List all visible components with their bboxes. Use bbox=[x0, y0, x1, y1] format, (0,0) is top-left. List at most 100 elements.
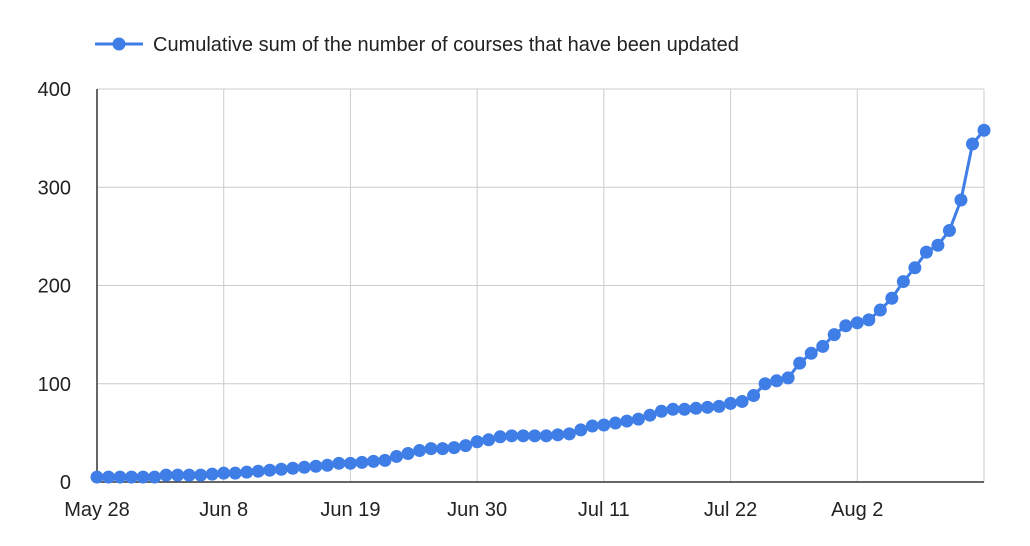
data-point bbox=[228, 466, 242, 480]
data-point bbox=[516, 429, 530, 443]
data-point bbox=[205, 467, 219, 481]
data-point bbox=[827, 328, 841, 342]
data-point bbox=[413, 444, 427, 458]
data-point bbox=[954, 193, 968, 207]
data-point bbox=[125, 470, 139, 484]
data-point bbox=[343, 456, 357, 470]
y-tick-label: 200 bbox=[38, 276, 71, 298]
data-point bbox=[942, 223, 956, 237]
data-point bbox=[770, 374, 784, 388]
series-layer bbox=[90, 123, 991, 484]
data-point bbox=[747, 389, 761, 403]
data-point bbox=[712, 399, 726, 413]
tick-labels: 0 100 200 300 400 May 28 Jun 8 Jun 19 Jun 30 Jul … bbox=[38, 79, 884, 521]
y-tick-label: 400 bbox=[38, 79, 71, 101]
data-point bbox=[459, 439, 473, 453]
data-point bbox=[482, 433, 496, 447]
data-point bbox=[931, 238, 945, 252]
data-point bbox=[758, 377, 772, 391]
data-point bbox=[90, 470, 104, 484]
data-point bbox=[297, 460, 311, 474]
data-point bbox=[620, 414, 634, 428]
data-point bbox=[643, 408, 657, 422]
data-point bbox=[666, 402, 680, 416]
data-point bbox=[159, 468, 173, 482]
data-point bbox=[136, 470, 150, 484]
legend: Cumulative sum of the number of courses … bbox=[95, 34, 739, 56]
legend-label: Cumulative sum of the number of courses … bbox=[153, 34, 739, 56]
data-point bbox=[873, 303, 887, 317]
data-point bbox=[447, 441, 461, 455]
data-point bbox=[217, 466, 231, 480]
x-tick-label: Aug 2 bbox=[831, 499, 883, 521]
data-point bbox=[908, 261, 922, 275]
data-point bbox=[539, 429, 553, 443]
data-point bbox=[528, 429, 542, 443]
data-point bbox=[677, 402, 691, 416]
data-point bbox=[597, 418, 611, 432]
data-point bbox=[355, 455, 369, 469]
data-point bbox=[585, 419, 599, 433]
data-point bbox=[804, 346, 818, 360]
data-point bbox=[793, 356, 807, 370]
axes bbox=[96, 89, 984, 483]
data-point bbox=[320, 458, 334, 472]
x-tick-label: Jun 30 bbox=[447, 499, 507, 521]
data-point bbox=[919, 245, 933, 259]
data-point bbox=[286, 461, 300, 475]
data-point bbox=[608, 416, 622, 430]
data-point bbox=[148, 470, 162, 484]
grid bbox=[97, 88, 985, 482]
data-point bbox=[194, 468, 208, 482]
data-point bbox=[332, 456, 346, 470]
x-tick-label: Jun 19 bbox=[320, 499, 380, 521]
data-point bbox=[390, 449, 404, 463]
data-point bbox=[896, 275, 910, 289]
data-point bbox=[366, 454, 380, 468]
data-point bbox=[654, 404, 668, 418]
data-point bbox=[171, 468, 185, 482]
data-point bbox=[436, 442, 450, 456]
data-point bbox=[263, 463, 277, 477]
data-point bbox=[562, 427, 576, 441]
data-point bbox=[113, 470, 127, 484]
data-point bbox=[885, 291, 899, 305]
series-line bbox=[97, 129, 986, 479]
x-tick-label: Jun 8 bbox=[199, 499, 248, 521]
data-point bbox=[274, 462, 288, 476]
data-point bbox=[424, 442, 438, 456]
data-point bbox=[701, 400, 715, 414]
data-point bbox=[977, 123, 991, 137]
data-point bbox=[505, 429, 519, 443]
data-point bbox=[401, 447, 415, 461]
data-point bbox=[574, 423, 588, 437]
data-point bbox=[850, 316, 864, 330]
data-point bbox=[309, 459, 323, 473]
data-point bbox=[493, 430, 507, 444]
data-point bbox=[378, 453, 392, 467]
data-point bbox=[965, 137, 979, 151]
y-tick-label: 100 bbox=[38, 374, 71, 396]
legend-marker-swatch bbox=[112, 37, 126, 51]
data-point bbox=[102, 470, 116, 484]
x-tick-label: May 28 bbox=[64, 499, 130, 521]
data-point bbox=[839, 319, 853, 333]
y-tick-label: 0 bbox=[60, 472, 71, 494]
data-point bbox=[816, 339, 830, 353]
data-point bbox=[735, 394, 749, 408]
x-tick-label: Jul 11 bbox=[578, 499, 630, 521]
data-point bbox=[240, 465, 254, 479]
data-point bbox=[862, 313, 876, 327]
data-point bbox=[689, 401, 703, 415]
x-tick-label: Jul 22 bbox=[704, 499, 757, 521]
data-point bbox=[724, 396, 738, 410]
data-point bbox=[551, 428, 565, 442]
data-point bbox=[781, 371, 795, 385]
y-tick-label: 300 bbox=[38, 177, 71, 199]
data-point bbox=[182, 468, 196, 482]
data-point bbox=[470, 435, 484, 449]
data-point bbox=[631, 412, 645, 426]
data-point bbox=[251, 464, 265, 478]
